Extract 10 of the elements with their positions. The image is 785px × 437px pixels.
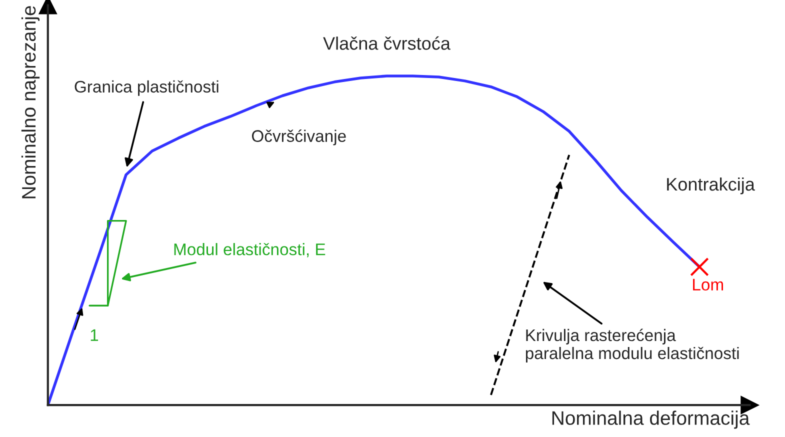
annotation: Lom xyxy=(693,278,724,291)
annotation: Očvršćivanje xyxy=(252,130,346,146)
annotation: Modul elastičnosti, E xyxy=(174,242,326,258)
x-axis-title: Nominalna deformacija xyxy=(552,410,750,429)
annotation: Krivulja rasterećenja paralelna modulu elastičnosti xyxy=(526,328,739,362)
annotation: 1 xyxy=(90,329,98,341)
annotation: Kontrakcija xyxy=(667,177,755,194)
text: Vlačna čvrstoća xyxy=(323,36,450,50)
y-axis-title: Nominalno naprezanje xyxy=(21,6,40,198)
annotation: Granica plastičnosti xyxy=(74,80,218,96)
